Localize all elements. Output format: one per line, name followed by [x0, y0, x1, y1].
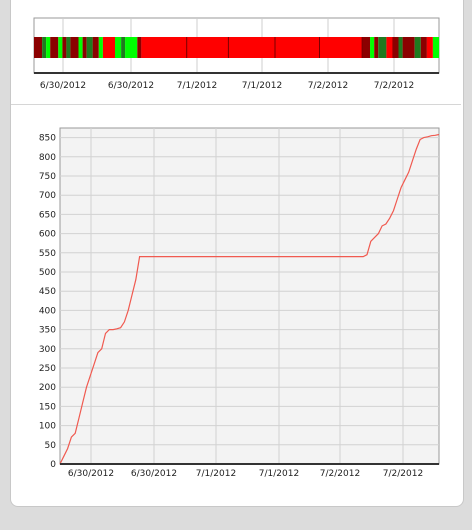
timeline-segment: [102, 37, 116, 58]
timeline-segment: [78, 37, 83, 58]
x-tick-label: 6/30/2012: [131, 469, 177, 479]
timeline-segment: [70, 37, 79, 58]
timeline-segment: [98, 37, 103, 58]
y-tick-label: 550: [39, 249, 56, 259]
y-tick-label: 600: [39, 230, 56, 240]
plot-grid: [60, 128, 439, 464]
timeline-dividers: [186, 37, 363, 58]
y-tick-label: 800: [39, 153, 56, 163]
timeline-segment: [370, 37, 375, 58]
y-tick-label: 750: [39, 172, 56, 182]
plot-area: [59, 127, 440, 465]
y-tick-label: 0: [50, 460, 56, 470]
timeline-segment: [137, 37, 142, 58]
y-tick-label: 700: [39, 191, 56, 201]
y-tick-label: 300: [39, 345, 56, 355]
y-tick-label: 100: [39, 422, 56, 432]
x-tick-label: 7/1/2012: [259, 469, 299, 479]
timeline-segment: [66, 37, 71, 58]
series-line: [59, 133, 440, 465]
timeline-segment: [92, 37, 99, 58]
timeline-segment: [378, 37, 387, 58]
timeline-segment: [362, 37, 371, 58]
y-tick-label: 150: [39, 402, 56, 412]
timeline-tick-label: 7/1/2012: [242, 81, 282, 91]
y-tick-labels: 0 50 100 150 200 250 300 350 400 450 500 550 600 650 7…: [39, 134, 56, 470]
timeline-tick-label: 6/30/2012: [108, 81, 154, 91]
timeline-segment: [402, 37, 415, 58]
timeline-segment: [432, 37, 439, 58]
timeline-segment: [50, 37, 59, 58]
timeline-segments: [34, 37, 439, 58]
timeline-tick-labels: 6/30/2012 6/30/2012 7/1/2012 7/1/2012 7/2/20…: [40, 81, 414, 91]
timeline-segment: [125, 37, 138, 58]
y-tick-label: 250: [39, 364, 56, 374]
timeline-segment: [414, 37, 421, 58]
y-tick-label: 650: [39, 210, 56, 220]
timeline-tick-label: 6/30/2012: [40, 81, 86, 91]
timeline-segment: [392, 37, 399, 58]
timeline-segment: [420, 37, 427, 58]
timeline-segment: [62, 37, 67, 58]
timeline-tick-label: 7/2/2012: [374, 81, 414, 91]
x-tick-label: 7/1/2012: [196, 469, 236, 479]
timeline-segment: [426, 37, 433, 58]
timeline-strip: 6/30/2012 6/30/2012 7/1/2012 7/1/2012 7/2/20…: [33, 17, 440, 91]
y-tick-label: 350: [39, 326, 56, 336]
timeline-segment: [82, 37, 87, 58]
timeline-segment: [374, 37, 379, 58]
y-tick-label: 450: [39, 287, 56, 297]
x-tick-label: 6/30/2012: [68, 469, 114, 479]
timeline-segment: [141, 37, 362, 58]
y-tick-label: 400: [39, 306, 56, 316]
timeline-segment: [42, 37, 47, 58]
timeline-segment: [115, 37, 122, 58]
y-tick-label: 500: [39, 268, 56, 278]
panel-divider: [11, 104, 461, 105]
timeline-segment: [86, 37, 93, 58]
timeline-tick-label: 7/2/2012: [308, 81, 348, 91]
timeline-segment: [386, 37, 393, 58]
x-tick-labels: 6/30/2012 6/30/2012 7/1/2012 7/1/2012 7/2/20…: [68, 469, 423, 479]
x-tick-label: 7/2/2012: [320, 469, 360, 479]
timeline-segment: [34, 37, 43, 58]
y-tick-label: 50: [45, 441, 57, 451]
timeline-segment: [58, 37, 63, 58]
timeline-segment: [398, 37, 403, 58]
timeline-segment: [121, 37, 126, 58]
y-tick-label: 200: [39, 383, 56, 393]
timeline-tick-label: 7/1/2012: [177, 81, 217, 91]
x-tick-label: 7/2/2012: [383, 469, 423, 479]
y-tick-label: 850: [39, 134, 56, 144]
timeline-segment: [46, 37, 51, 58]
